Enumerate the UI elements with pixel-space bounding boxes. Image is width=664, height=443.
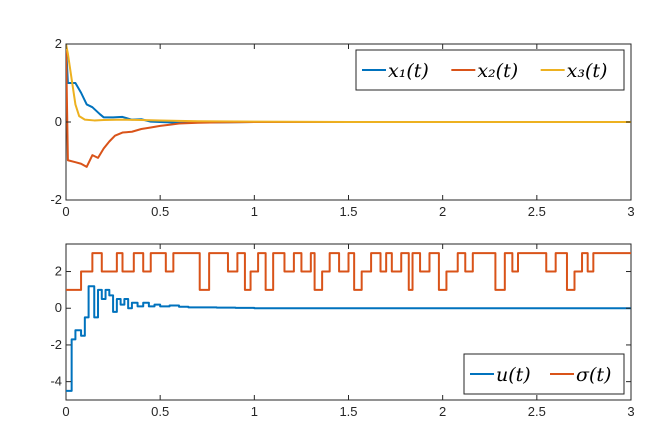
x-tick-label: 3 <box>627 204 634 219</box>
x-tick-label: 2 <box>439 404 446 419</box>
x-tick-label: 0 <box>62 204 69 219</box>
x-tick-label: 1.5 <box>339 204 357 219</box>
control-plot-ticks: 0 0.5 1 1.5 2 2.5 3 -4 -2 0 2 <box>50 244 635 419</box>
x-tick-label: 0.5 <box>151 404 169 419</box>
x-tick-label: 2 <box>439 204 446 219</box>
state-plot-series <box>66 44 631 168</box>
legend-entry: u(t) <box>496 364 531 386</box>
x-tick-label: 1 <box>251 204 258 219</box>
state-plot: 0 0.5 1 1.5 2 2.5 3-202 x₁(t) x₂(t) x₃(t) <box>50 36 634 219</box>
y-tick-label: -2 <box>50 337 62 352</box>
legend-box <box>355 49 625 91</box>
control-plot: 0 0.5 1 1.5 2 2.5 3 -4 -2 0 2 u(t) σ(t) <box>50 243 635 419</box>
y-tick-label: 0 <box>55 114 62 129</box>
x-tick-label: 0.5 <box>151 204 169 219</box>
legend-entry: x₃(t) <box>567 60 608 82</box>
x-tick-label: 3 <box>627 404 634 419</box>
y-tick-label: 0 <box>55 300 62 315</box>
x-tick-label: 2.5 <box>528 404 546 419</box>
series-line-1-0 <box>66 285 631 392</box>
series-line-0-2 <box>66 44 631 123</box>
series-line-1-1 <box>66 252 631 291</box>
y-tick-label: 2 <box>55 36 62 51</box>
y-tick-label: -2 <box>50 192 62 207</box>
legend-entry: x₁(t) <box>388 60 429 82</box>
state-plot-ticks: 0 0.5 1 1.5 2 2.5 3-202 <box>50 36 634 219</box>
y-tick-label: 2 <box>55 264 62 279</box>
x-tick-label: 1.5 <box>339 404 357 419</box>
y-tick-label: -4 <box>50 374 62 389</box>
control-plot-legend: u(t) σ(t) <box>463 353 625 395</box>
x-tick-label: 0 <box>62 404 69 419</box>
legend-entry: x₂(t) <box>477 60 518 82</box>
legend-entry: σ(t) <box>576 364 611 386</box>
x-tick-label: 1 <box>251 404 258 419</box>
control-plot-series <box>66 252 631 392</box>
x-tick-label: 2.5 <box>528 204 546 219</box>
state-plot-legend: x₁(t) x₂(t) x₃(t) <box>355 49 625 91</box>
